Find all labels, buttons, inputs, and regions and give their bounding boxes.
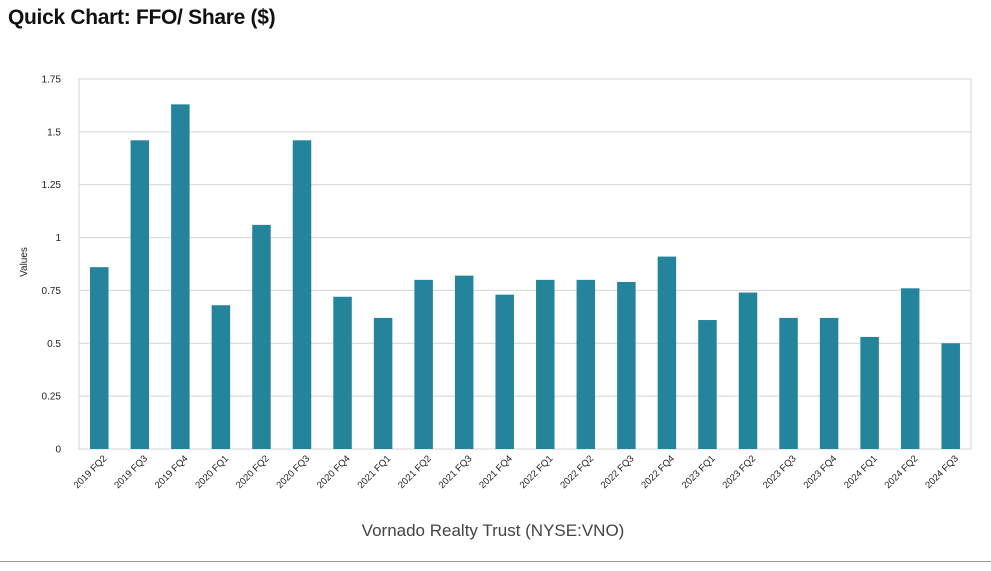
x-tick-label: 2023 FQ2	[720, 453, 758, 491]
x-tick-label: 2024 FQ1	[842, 453, 880, 491]
y-tick-label: 0.5	[47, 339, 61, 350]
bar	[860, 336, 879, 449]
x-tick-label: 2021 FQ2	[396, 453, 434, 491]
x-tick-label: 2022 FQ1	[518, 453, 556, 491]
bar	[252, 224, 271, 449]
bars	[90, 104, 960, 450]
y-tick-label: 1	[55, 233, 61, 244]
x-tick-label: 2019 FQ3	[112, 453, 150, 491]
bar	[90, 267, 109, 449]
bar	[941, 343, 960, 449]
bar	[900, 288, 920, 449]
x-tick-label: 2022 FQ3	[599, 453, 637, 491]
x-tick-label: 2020 FQ2	[234, 453, 272, 491]
y-tick-label: 0.75	[42, 286, 62, 297]
y-tick-label: 1.5	[47, 127, 61, 138]
y-axis-label: Values	[19, 247, 30, 277]
x-tick-label: 2020 FQ1	[193, 453, 231, 491]
x-tick-label: 2023 FQ4	[802, 453, 840, 491]
bar	[171, 104, 190, 449]
x-tick-label: 2021 FQ3	[437, 453, 475, 491]
y-axis-ticks: 0 0.25 0.5 0.75 1 1.25 1.5 1.75	[42, 75, 62, 456]
x-tick-label: 2023 FQ3	[761, 453, 799, 491]
x-tick-label: 2019 FQ4	[153, 453, 191, 491]
x-tick-label: 2021 FQ1	[356, 453, 394, 491]
y-tick-label: 1.25	[42, 180, 62, 191]
bar	[495, 294, 514, 449]
x-axis-label: Vornado Realty Trust (NYSE:VNO)	[362, 521, 625, 540]
bottom-divider	[0, 561, 991, 562]
bar	[576, 279, 596, 449]
x-tick-label: 2022 FQ4	[639, 453, 677, 491]
x-tick-label: 2024 FQ3	[923, 453, 961, 491]
bar	[698, 320, 717, 449]
bar	[292, 140, 312, 450]
bar	[333, 296, 352, 449]
x-tick-label: 2024 FQ2	[883, 453, 921, 491]
x-tick-label: 2020 FQ3	[274, 453, 312, 491]
bar	[779, 317, 798, 449]
bar	[617, 281, 636, 449]
bar	[373, 317, 393, 449]
bar	[211, 305, 231, 449]
bar	[130, 140, 150, 450]
bar	[819, 317, 839, 449]
y-tick-label: 0	[55, 445, 61, 456]
y-tick-label: 1.75	[42, 75, 62, 86]
x-axis-ticks: 2019 FQ2 2019 FQ3 2019 FQ4 2020 FQ1 2020 FQ2…	[72, 453, 961, 491]
bar	[738, 292, 758, 449]
bar	[657, 256, 677, 449]
x-tick-label: 2019 FQ2	[72, 453, 110, 491]
bar	[536, 279, 555, 449]
bar	[414, 279, 433, 449]
y-tick-label: 0.25	[42, 392, 62, 403]
x-tick-label: 2021 FQ4	[477, 453, 515, 491]
x-tick-label: 2023 FQ1	[680, 453, 718, 491]
x-tick-label: 2020 FQ4	[315, 453, 353, 491]
x-tick-label: 2022 FQ2	[558, 453, 596, 491]
page-title: Quick Chart: FFO/ Share ($)	[8, 6, 276, 29]
bar	[454, 275, 474, 449]
